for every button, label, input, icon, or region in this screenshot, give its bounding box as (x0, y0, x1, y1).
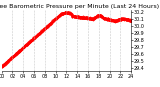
Title: Milwaukee Barometric Pressure per Minute (Last 24 Hours): Milwaukee Barometric Pressure per Minute… (0, 4, 159, 9)
